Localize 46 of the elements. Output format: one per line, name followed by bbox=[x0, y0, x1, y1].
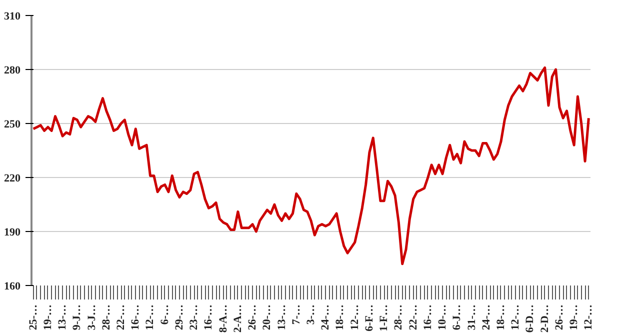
y-tick-label: 280 bbox=[4, 64, 21, 76]
x-tick-label: 12-… bbox=[582, 304, 595, 330]
x-tick-label: 8-A… bbox=[217, 304, 230, 333]
x-tick-label: 9-J… bbox=[71, 304, 84, 330]
x-tick-label: 19-… bbox=[42, 304, 54, 330]
y-tick-label: 310 bbox=[4, 10, 21, 22]
x-tick-label: 7-… bbox=[290, 304, 302, 325]
x-tick-label: 28-… bbox=[392, 304, 405, 330]
x-tick-label: 6-J… bbox=[451, 304, 464, 330]
x-tick-label: 18-… bbox=[494, 304, 507, 330]
y-tick-label: 220 bbox=[4, 172, 21, 184]
x-tick-label: 13-… bbox=[276, 304, 288, 330]
x-tick-label: 6-D… bbox=[524, 304, 536, 333]
x-tick-label: 13-… bbox=[56, 304, 69, 330]
x-tick-label: 26-… bbox=[246, 304, 259, 330]
x-tick-label: 22-… bbox=[115, 304, 128, 330]
x-tick-label: 29-… bbox=[173, 304, 186, 330]
x-tick-label: 28-… bbox=[100, 304, 112, 330]
x-tick-label: 18-… bbox=[334, 304, 346, 330]
x-tick-label: 26-… bbox=[553, 304, 566, 330]
x-tick-label: 31-… bbox=[466, 304, 478, 330]
y-tick-label: 160 bbox=[4, 280, 21, 292]
x-tick-label: 24-… bbox=[480, 304, 492, 330]
x-tick-label: 20-… bbox=[261, 304, 274, 330]
x-tick-label: 19-… bbox=[568, 304, 580, 330]
x-tick-label: 2-D… bbox=[538, 304, 551, 333]
x-tick-label: 6-… bbox=[158, 304, 171, 325]
x-tick-label: 16-… bbox=[130, 304, 142, 330]
y-tick-label: 250 bbox=[4, 118, 21, 130]
x-tick-label: 24-… bbox=[320, 304, 332, 330]
x-tick-label: 16-… bbox=[422, 304, 434, 330]
x-tick-label: 22-… bbox=[407, 304, 420, 330]
x-tick-label: 12-… bbox=[144, 304, 156, 330]
line-series bbox=[32, 66, 590, 266]
x-tick-label: 12-… bbox=[348, 304, 361, 330]
x-tick-label: 3-J… bbox=[86, 304, 98, 330]
x-tick-label: 10-… bbox=[436, 304, 449, 330]
x-tick-label: 16-… bbox=[202, 304, 215, 330]
x-tick-label: 2-A… bbox=[232, 304, 244, 333]
x-tick-label: 12-… bbox=[510, 304, 522, 330]
x-tick-label: 25-… bbox=[27, 304, 40, 330]
x-tick-label: 23-… bbox=[188, 304, 200, 330]
y-tick-label: 190 bbox=[4, 226, 21, 238]
x-tick-label: 1-F… bbox=[378, 304, 390, 332]
x-tick-label: 6-F… bbox=[363, 304, 376, 332]
x-tick-label: 3-… bbox=[305, 304, 317, 325]
